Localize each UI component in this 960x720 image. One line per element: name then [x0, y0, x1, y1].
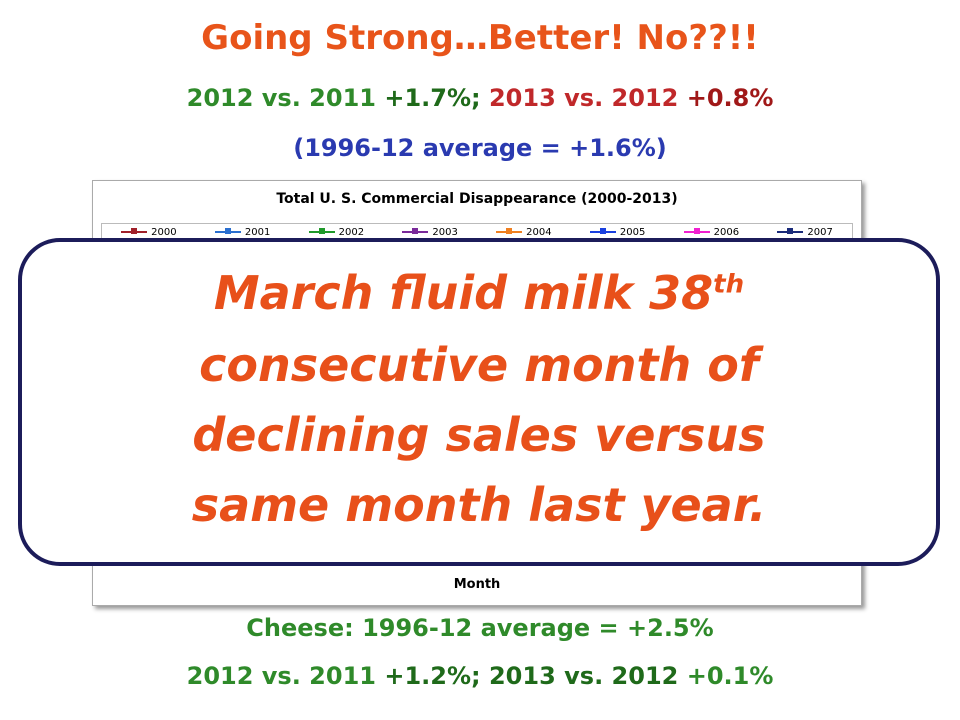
legend-label: 2003 [432, 226, 458, 238]
chart-title: Total U. S. Commercial Disappearance (20… [276, 191, 678, 207]
footer-line: Cheese: 1996-12 average = +2.5% [246, 614, 714, 642]
legend-swatch [214, 228, 241, 234]
legend-marker [224, 228, 231, 234]
legend-swatch [589, 228, 616, 234]
legend-item: 2004 [496, 224, 552, 240]
legend-label: 2006 [713, 226, 740, 238]
text: +1.7%; [384, 84, 481, 112]
text: 2012 vs. 2011 [186, 662, 376, 690]
legend-label: 2007 [807, 226, 833, 238]
text: +0.1% [686, 662, 774, 690]
subtitle: 2012 vs. 2011 +1.7%; 2013 vs. 2012 +0.8% [0, 84, 960, 112]
footer-line: 2012 vs. 2011 +1.2%; 2013 vs. 2012 +0.1% [0, 662, 960, 690]
text: 2013 vs. 2012 [488, 662, 679, 690]
text: +0.8% [686, 84, 774, 112]
legend-item: 2000 [121, 224, 177, 240]
legend-marker [693, 228, 700, 234]
legend-item: 2006 [683, 224, 740, 240]
legend-marker [412, 228, 419, 234]
legend-marker [506, 228, 513, 234]
legend-marker [318, 228, 325, 234]
callout: March fluid milk 38th consecutive month … [18, 238, 940, 566]
legend-label: 2004 [526, 226, 552, 238]
axis-label: Month [453, 577, 501, 592]
legend-label: 2002 [338, 226, 365, 238]
title: Going Strong…Better! No??!! [201, 18, 759, 58]
legend-label: 2000 [151, 226, 177, 238]
legend-marker [599, 228, 606, 234]
superscript: th [713, 269, 745, 300]
legend-swatch [121, 228, 148, 234]
legend-swatch [683, 228, 710, 234]
legend-item: 2005 [589, 224, 646, 240]
text: 2012 vs. 2011 [186, 84, 376, 112]
legend-swatch [777, 228, 804, 234]
legend-marker [787, 228, 794, 234]
callout-line: declining sales versus [192, 408, 766, 462]
legend-label: 2001 [244, 226, 271, 238]
callout-line: March fluid milk 38th [22, 266, 936, 320]
legend-swatch [308, 228, 335, 234]
legend-item: 2007 [777, 224, 833, 240]
subtitle: (1996-12 average = +1.6%) [293, 134, 667, 162]
legend-swatch [496, 228, 523, 234]
legend-swatch [402, 228, 429, 234]
text: March fluid milk 38 [213, 266, 714, 320]
text: 2013 vs. 2012 [488, 84, 679, 112]
legend-item: 2003 [402, 224, 458, 240]
legend-marker [131, 228, 138, 234]
legend-label: 2005 [619, 226, 646, 238]
callout-line: same month last year. [191, 478, 767, 532]
legend-item: 2002 [308, 224, 365, 240]
callout-line: consecutive month of [199, 338, 759, 392]
legend-item: 2001 [214, 224, 271, 240]
text: +1.2%; [384, 662, 481, 690]
